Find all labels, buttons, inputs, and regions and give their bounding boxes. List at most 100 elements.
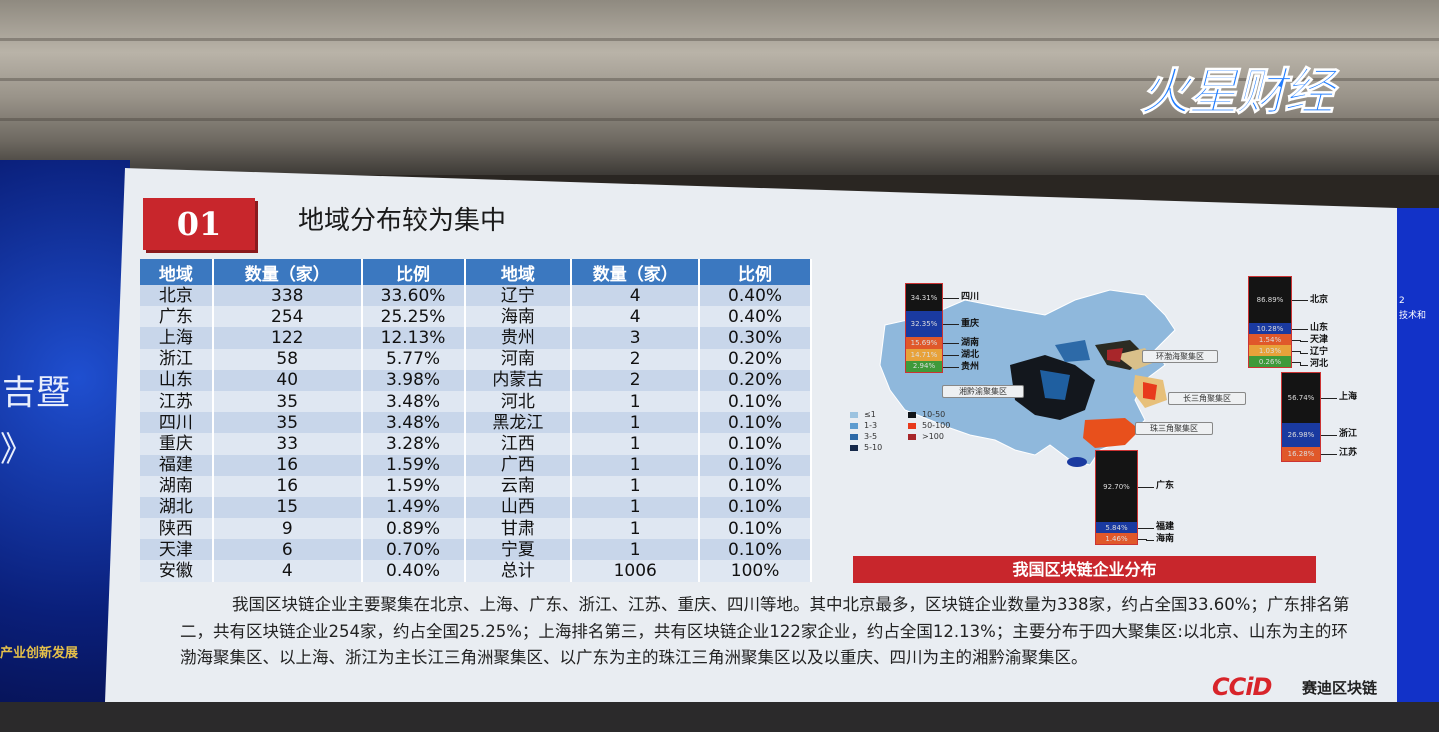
bar-region-label: 北京	[1310, 294, 1329, 305]
table-cell: 广东	[140, 306, 214, 328]
table-cell: 福建	[140, 454, 214, 476]
table-cell: 0.10%	[699, 433, 812, 455]
table-cell: 3.28%	[361, 433, 466, 455]
leader-line	[951, 324, 959, 326]
legend-label: >100	[922, 432, 944, 441]
bar-segment: 14.71%	[906, 349, 942, 361]
right-banner: 2 技术和	[1393, 208, 1439, 705]
legend-item: 5-10	[850, 443, 882, 453]
bar-region-label: 上海	[1339, 392, 1358, 403]
leader-line	[1300, 340, 1308, 342]
table-cell: 陕西	[140, 518, 214, 540]
table-row: 天津 6 0.70% 宁夏 1 0.10%	[140, 539, 812, 561]
table-cell: 河南	[464, 348, 573, 370]
table-cell: 1	[571, 390, 701, 413]
table-cell: 0.20%	[699, 348, 812, 370]
table-cell: 内蒙古	[464, 369, 573, 391]
leader-line	[951, 297, 959, 299]
table-cell: 5.77%	[361, 348, 466, 370]
cluster-label: 长三角聚集区	[1168, 392, 1246, 405]
cluster-label: 环渤海聚集区	[1142, 350, 1218, 363]
leader-line	[1300, 361, 1301, 366]
leader-line	[1146, 527, 1154, 529]
leader-line	[1138, 527, 1146, 529]
legend-swatch	[850, 423, 858, 429]
bar-segment: 1.46%	[1096, 533, 1137, 544]
table-cell: 山西	[464, 496, 573, 519]
leader-line	[951, 343, 959, 345]
bar-region-label: 海南	[1156, 534, 1175, 544]
table-cell: 1	[571, 518, 701, 540]
legend-label: ≤1	[864, 410, 876, 419]
legend-item: 1-3	[850, 421, 877, 431]
bar-region-label: 浙江	[1339, 429, 1358, 440]
table-cell: 宁夏	[464, 539, 573, 561]
cluster-label: 湘黔渝聚集区	[942, 385, 1024, 398]
table-cell: 江西	[464, 433, 573, 455]
col-header: 数量（家）	[212, 259, 363, 285]
table-cell: 1006	[571, 560, 701, 582]
banner-title-fragment: 吉暨	[2, 373, 70, 413]
table-cell: 辽宁	[464, 285, 573, 307]
leader-line	[1146, 486, 1154, 488]
leader-line	[951, 367, 959, 369]
table-cell: 河北	[464, 390, 573, 413]
bar-segment: 26.98%	[1282, 422, 1320, 447]
leader-line	[1321, 453, 1329, 455]
table-cell: 0.10%	[699, 539, 812, 561]
table-cell: 1	[571, 496, 701, 519]
leader-line	[1321, 397, 1329, 399]
table-cell: 0.30%	[699, 327, 812, 349]
left-banner: 吉暨 》 产业创新发展	[0, 160, 130, 705]
table-cell: 3.98%	[361, 369, 466, 391]
bar-region-label: 福建	[1156, 522, 1175, 532]
table-cell: 3	[571, 327, 701, 349]
bar-segment: 34.31%	[906, 284, 942, 312]
table-cell: 1	[571, 412, 701, 434]
table-row: 安徽 4 0.40% 总计 1006 100%	[140, 560, 812, 582]
table-row: 山东 40 3.98% 内蒙古 2 0.20%	[140, 369, 812, 391]
table-cell: 湖南	[140, 475, 214, 497]
leader-line	[1292, 361, 1300, 363]
bar-segment: 0.26%	[1249, 356, 1291, 367]
legend-item: >100	[908, 432, 944, 442]
legend-swatch	[850, 412, 858, 418]
legend-item: 3-5	[850, 432, 877, 442]
table-cell: 9	[212, 518, 363, 540]
legend-swatch	[908, 412, 916, 418]
bar-region-label: 辽宁	[1310, 347, 1329, 357]
bar-region-label: 贵州	[961, 361, 980, 372]
table-cell: 0.10%	[699, 412, 812, 434]
table-cell: 海南	[464, 306, 573, 328]
table-cell: 甘肃	[464, 518, 573, 540]
floor	[0, 702, 1439, 732]
legend-label: 3-5	[864, 432, 878, 441]
legend-label: 50-100	[922, 421, 951, 430]
table-cell: 338	[212, 285, 363, 307]
legend-label: 1-3	[864, 421, 878, 430]
table-cell: 0.10%	[699, 496, 812, 519]
table-cell: 2	[571, 369, 701, 391]
table-cell: 0.40%	[699, 285, 812, 307]
right-banner-text: 2	[1399, 296, 1405, 306]
leader-line	[1329, 397, 1337, 399]
bar-segment: 5.84%	[1096, 522, 1137, 533]
ceiling-background	[0, 0, 1439, 175]
cluster-label: 珠三角聚集区	[1135, 422, 1213, 435]
table-cell: 1.59%	[361, 475, 466, 497]
table-row: 上海 122 12.13% 贵州 3 0.30%	[140, 327, 812, 349]
watermark-logo: 火星财经	[1140, 63, 1335, 122]
table-cell: 0.10%	[699, 454, 812, 476]
stacked-bar: 56.74% 26.98% 16.28%	[1281, 372, 1321, 462]
table-cell: 0.20%	[699, 369, 812, 391]
table-row: 浙江 58 5.77% 河南 2 0.20%	[140, 348, 812, 370]
col-header: 地域	[140, 259, 214, 285]
table-cell: 35	[212, 390, 363, 413]
table-cell: 1	[571, 475, 701, 497]
bar-region-label: 湖南	[961, 337, 980, 348]
table-cell: 4	[571, 306, 701, 328]
table-cell: 总计	[464, 560, 573, 582]
table-cell: 4	[212, 560, 363, 582]
table-cell: 安徽	[140, 560, 214, 582]
table-cell: 1	[571, 454, 701, 476]
